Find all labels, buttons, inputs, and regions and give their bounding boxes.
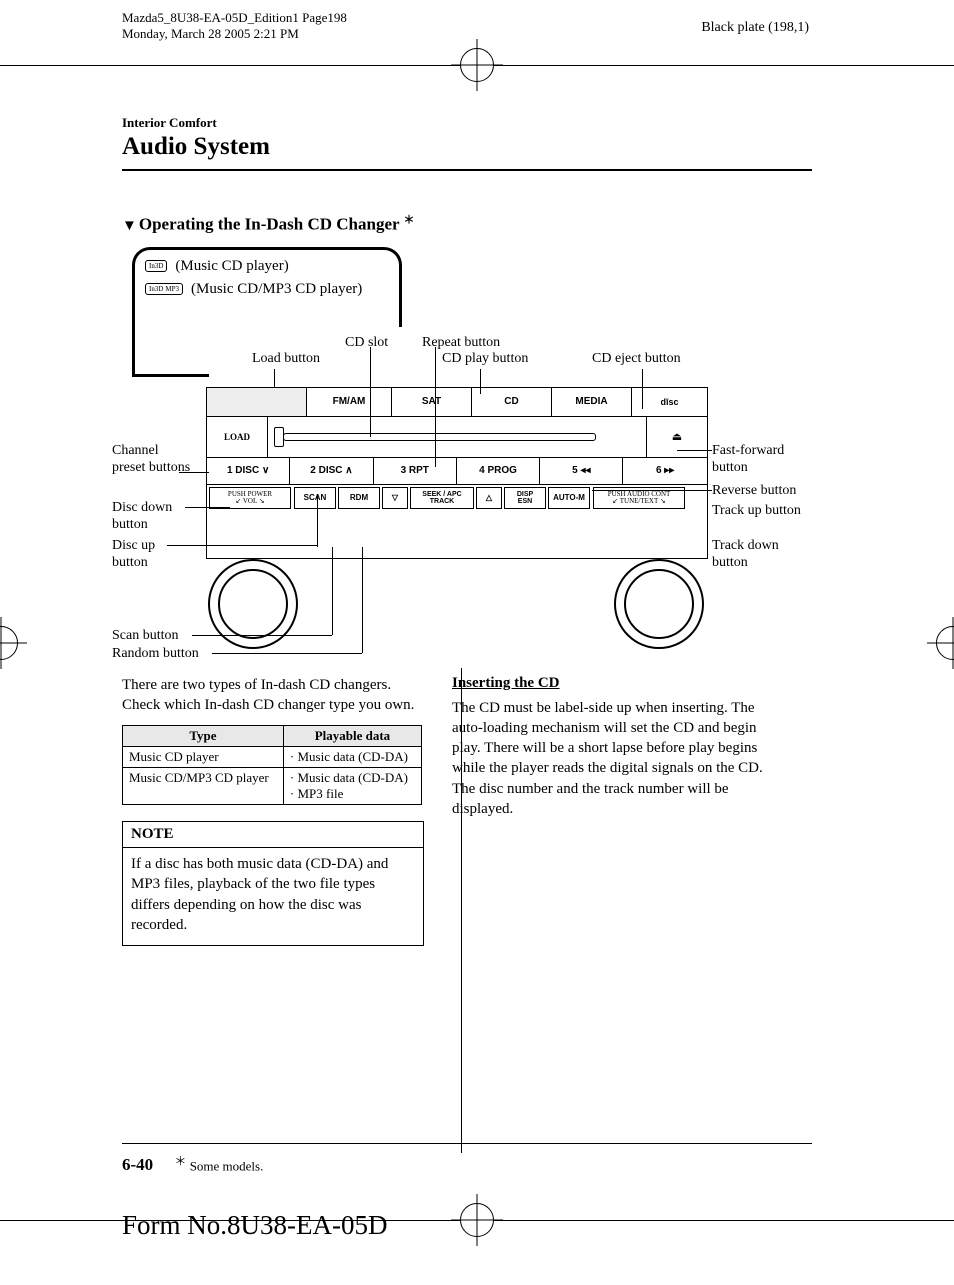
preset-4-prog-button[interactable]: 4 PROG <box>457 458 540 484</box>
disp-esn-button[interactable]: DISPESN <box>504 487 546 509</box>
section-rule <box>122 169 812 171</box>
subheading-text: Operating the In-Dash CD Changer <box>139 215 399 234</box>
some-models-note: Some models. <box>190 1158 264 1173</box>
reverse-button-label: Reverse button <box>712 482 796 500</box>
seek-down-button[interactable]: ▽ <box>382 487 408 509</box>
load-button-label: Load button <box>252 351 320 367</box>
table-row: Music CD/MP3 CD player Music data (CD-DA… <box>123 768 422 805</box>
face-row-4: PUSH POWER↙ VOL ↘ SCAN RDM ▽ SEEK / APCT… <box>207 485 707 511</box>
table-header-type: Type <box>123 726 284 747</box>
power-vol-button[interactable]: PUSH POWER↙ VOL ↘ <box>209 487 291 509</box>
compact-disc-logo-icon: dĭsc <box>632 388 707 416</box>
content: Interior Comfort Audio System ▼Operating… <box>122 115 812 946</box>
scan-button[interactable]: SCAN <box>294 487 336 509</box>
music-cd-label: (Music CD player) <box>175 258 288 275</box>
table-header-data: Playable data <box>283 726 421 747</box>
table-bullet: Music data (CD-DA) <box>290 749 415 765</box>
cd-slot[interactable] <box>268 417 646 457</box>
track-down-label: Track down button <box>712 537 802 572</box>
media-button[interactable]: MEDIA <box>552 388 632 416</box>
note-body: If a disc has both music data (CD-DA) an… <box>123 848 423 945</box>
disc-mp3-badge-icon: In3DMP3 <box>145 283 183 295</box>
radio-face-panel: FM/AM SAT CD MEDIA dĭsc LOAD ⏏ 1 DISC ∨ … <box>206 387 708 559</box>
repeat-button-label: Repeat button <box>422 335 500 351</box>
fast-forward-label: Fast-forward button <box>712 442 812 477</box>
page-footer: 6-40 ＊ Some models. <box>122 1143 812 1175</box>
crop-mark-top <box>0 48 954 82</box>
cd-slot-label: CD slot <box>345 335 388 351</box>
tune-knob[interactable] <box>614 559 704 649</box>
intro-paragraph: There are two types of In-dash CD change… <box>122 675 422 716</box>
table-cell-type: Music CD/MP3 CD player <box>123 768 284 805</box>
music-cd-row: In3D (Music CD player) <box>145 258 389 275</box>
face-row-1: FM/AM SAT CD MEDIA dĭsc <box>207 388 707 417</box>
preset-5-rev-button[interactable]: 5 ◂◂ <box>540 458 623 484</box>
track-up-label: Track up button <box>712 502 801 520</box>
fm-am-button[interactable]: FM/AM <box>307 388 392 416</box>
random-button-label: Random button <box>112 645 199 663</box>
section-eyebrow: Interior Comfort <box>122 115 812 131</box>
crop-mark-left <box>0 626 18 660</box>
sat-button[interactable]: SAT <box>392 388 472 416</box>
cd-eject-button-label: CD eject button <box>592 351 681 367</box>
inserting-cd-p2: The disc number and the track number wil… <box>452 779 782 820</box>
right-column: Inserting the CD The CD must be label-si… <box>452 675 782 947</box>
music-cdmp3-row: In3DMP3 (Music CD/MP3 CD player) <box>145 281 389 298</box>
preset-2-disc-up-button[interactable]: 2 DISC ∧ <box>290 458 373 484</box>
form-number: Form No.8U38-EA-05D <box>122 1210 387 1241</box>
section-title: Audio System <box>122 133 812 161</box>
page-number: 6-40 <box>122 1155 153 1174</box>
music-cdmp3-label: (Music CD/MP3 CD player) <box>191 281 362 298</box>
registration-mark-icon <box>460 48 494 82</box>
seek-apc-track-label: SEEK / APCTRACK <box>410 487 474 509</box>
player-type-callout: In3D (Music CD player) In3DMP3 (Music CD… <box>132 247 402 327</box>
blank-panel <box>207 388 307 416</box>
table-cell-type: Music CD player <box>123 747 284 768</box>
table-bullet: Music data (CD-DA) <box>290 770 415 786</box>
inserting-cd-p1: The CD must be label-side up when insert… <box>452 698 782 779</box>
player-type-table: Type Playable data Music CD player Music… <box>122 725 422 805</box>
preset-1-disc-down-button[interactable]: 1 DISC ∨ <box>207 458 290 484</box>
preset-6-ff-button[interactable]: 6 ▸▸ <box>623 458 706 484</box>
body-columns: There are two types of In-dash CD change… <box>122 675 812 947</box>
seek-up-button[interactable]: △ <box>476 487 502 509</box>
note-box: NOTE If a disc has both music data (CD-D… <box>122 821 424 946</box>
face-row-2: LOAD ⏏ <box>207 417 707 458</box>
table-cell-data: Music data (CD-DA) MP3 file <box>283 768 421 805</box>
face-row-3: 1 DISC ∨ 2 DISC ∧ 3 RPT 4 PROG 5 ◂◂ 6 ▸▸ <box>207 458 707 485</box>
table-row: Music CD player Music data (CD-DA) <box>123 747 422 768</box>
left-column: There are two types of In-dash CD change… <box>122 675 422 947</box>
inserting-cd-heading: Inserting the CD <box>452 675 782 692</box>
header-plate: Black plate (198,1) <box>701 20 809 36</box>
cd-changer-diagram: In3D (Music CD player) In3DMP3 (Music CD… <box>122 247 812 657</box>
disc-badge-icon: In3D <box>145 260 167 272</box>
header-meta: Mazda5_8U38-EA-05D_Edition1 Page198 Mond… <box>122 10 347 41</box>
load-button[interactable]: LOAD <box>207 417 268 457</box>
meta-line2: Monday, March 28 2005 2:21 PM <box>122 26 347 42</box>
random-button[interactable]: RDM <box>338 487 380 509</box>
subheading: ▼Operating the In-Dash CD Changer ＊ <box>122 211 812 235</box>
scan-button-label: Scan button <box>112 627 179 645</box>
eject-button[interactable]: ⏏ <box>646 417 707 457</box>
table-cell-data: Music data (CD-DA) <box>283 747 421 768</box>
note-heading: NOTE <box>123 822 423 848</box>
column-divider <box>461 668 462 1153</box>
registration-mark-icon <box>0 626 18 660</box>
footnote-asterisk-icon: ＊ <box>174 1154 186 1168</box>
asterisk-icon: ＊ <box>403 214 414 226</box>
auto-m-button[interactable]: AUTO-M <box>548 487 590 509</box>
registration-mark-icon <box>460 1203 494 1237</box>
cd-play-button-label: CD play button <box>442 351 528 367</box>
triangle-icon: ▼ <box>122 218 137 234</box>
cd-button[interactable]: CD <box>472 388 552 416</box>
registration-mark-icon <box>936 626 954 660</box>
meta-line1: Mazda5_8U38-EA-05D_Edition1 Page198 <box>122 10 347 26</box>
page: Mazda5_8U38-EA-05D_Edition1 Page198 Mond… <box>0 0 954 1285</box>
crop-mark-right <box>936 626 954 660</box>
preset-3-rpt-button[interactable]: 3 RPT <box>374 458 457 484</box>
table-bullet: MP3 file <box>290 786 415 802</box>
disc-up-label: Disc up button <box>112 537 192 572</box>
disc-down-label: Disc down button <box>112 499 192 534</box>
